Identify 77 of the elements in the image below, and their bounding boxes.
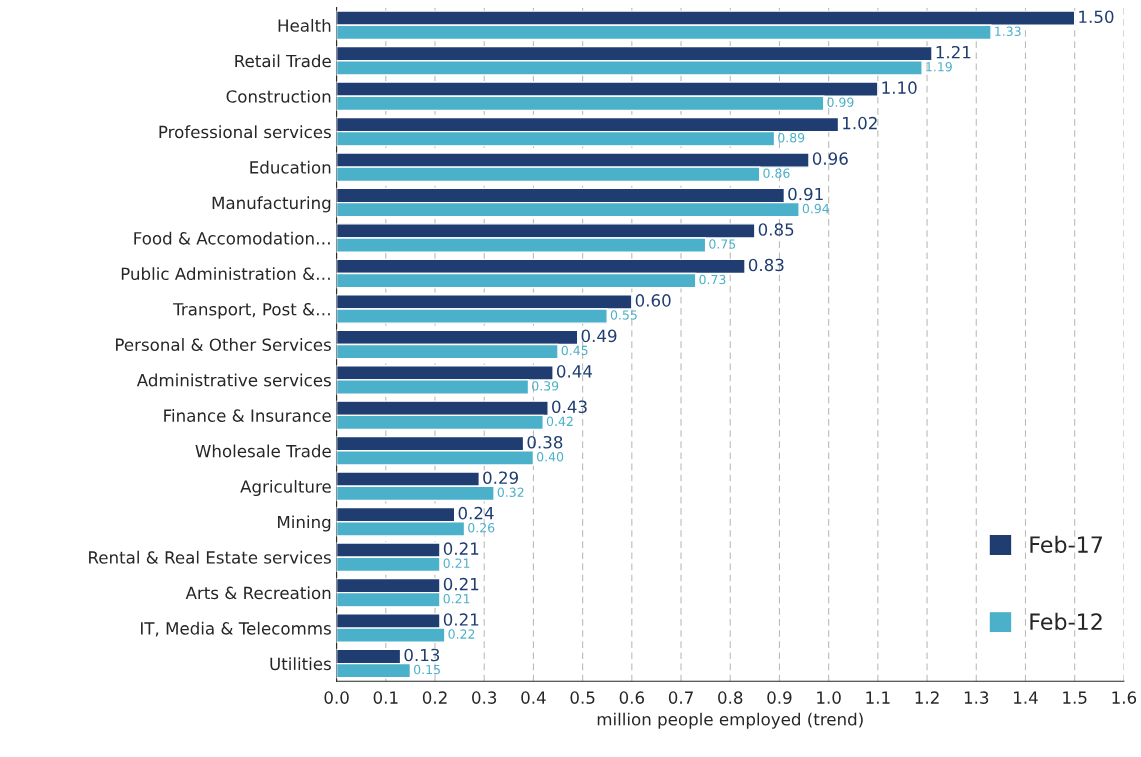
y-tick-label: Construction xyxy=(226,89,331,103)
x-tick-label: 1.3 xyxy=(964,691,989,704)
data-label: 0.94 xyxy=(802,203,830,214)
data-label: 0.83 xyxy=(748,258,784,272)
x-tick-label: 1.2 xyxy=(915,691,939,704)
data-label: 1.02 xyxy=(843,116,877,130)
data-label: 1.19 xyxy=(926,62,952,72)
data-label: 0.39 xyxy=(532,381,559,391)
data-label: 0.21 xyxy=(443,613,479,626)
x-tick-label: 0.2 xyxy=(422,691,447,704)
x-tick-label: 1.0 xyxy=(817,691,841,704)
data-label: 0.96 xyxy=(812,152,848,165)
data-label: 0.85 xyxy=(758,223,794,236)
x-tick-label: 0.7 xyxy=(668,691,693,704)
x-tick-label: 0.1 xyxy=(373,691,398,704)
data-label: 0.86 xyxy=(763,168,790,178)
data-label: 1.33 xyxy=(995,26,1021,37)
y-tick-label: Mining xyxy=(278,515,331,532)
x-tick-label: 1.4 xyxy=(1014,691,1038,704)
x-tick-label: 1.6 xyxy=(1112,691,1137,704)
data-label: 0.60 xyxy=(635,294,671,307)
data-label: 0.45 xyxy=(561,345,588,356)
y-tick-label: Agriculture xyxy=(240,479,331,497)
data-label: 0.22 xyxy=(448,629,475,639)
data-label: 0.55 xyxy=(610,310,637,320)
y-tick-label: Retail Trade xyxy=(235,54,331,68)
data-label: 0.43 xyxy=(552,400,587,414)
data-label: 0.13 xyxy=(404,648,440,662)
y-tick-label: Rental & Real Estate services xyxy=(89,550,331,564)
legend-label: Feb-12 xyxy=(1030,612,1102,631)
y-tick-label: Transport, Post &… xyxy=(173,302,330,319)
data-label: 0.21 xyxy=(443,577,479,591)
data-label: 0.15 xyxy=(414,664,440,675)
data-label: 1.50 xyxy=(1079,10,1114,24)
data-label: 0.21 xyxy=(443,558,470,568)
y-tick-label: Food & Accomodation… xyxy=(134,231,330,245)
data-label: 0.73 xyxy=(699,274,726,285)
x-tick-label: 0.5 xyxy=(570,691,595,704)
data-label: 0.89 xyxy=(778,132,805,143)
x-tick-label: 1.5 xyxy=(1063,691,1087,704)
data-label: 0.42 xyxy=(546,416,573,427)
data-label: 1.10 xyxy=(882,81,917,94)
y-tick-label: Personal & Other Services xyxy=(116,338,331,351)
data-label: 0.49 xyxy=(581,329,617,343)
data-label: 0.40 xyxy=(537,452,564,462)
data-label: 0.75 xyxy=(709,239,736,249)
y-tick-label: Finance & Insurance xyxy=(164,409,331,422)
x-tick-label: 0.6 xyxy=(619,691,645,704)
y-tick-label: Utilities xyxy=(270,657,331,671)
data-label: 0.24 xyxy=(458,506,494,520)
y-tick-label: Manufacturing xyxy=(212,196,331,213)
y-tick-label: IT, Media & Telecomms xyxy=(141,621,331,637)
y-tick-label: Professional services xyxy=(159,125,331,139)
legend-label: Feb-17 xyxy=(1030,535,1102,553)
y-tick-label: Education xyxy=(250,160,331,174)
x-tick-label: 0.4 xyxy=(521,691,546,704)
x-tick-label: 0.8 xyxy=(718,691,743,704)
data-label: 0.44 xyxy=(556,365,593,378)
data-label: 0.21 xyxy=(443,593,470,604)
y-tick-label: Health xyxy=(278,18,331,32)
data-label: 0.91 xyxy=(788,187,823,201)
data-label: 0.21 xyxy=(443,542,479,555)
y-tick-label: Administrative services xyxy=(136,373,331,387)
x-axis-title: million people employed (trend) xyxy=(597,712,863,729)
data-label: 0.26 xyxy=(468,523,495,533)
y-tick-label: Wholesale Trade xyxy=(195,444,331,458)
x-tick-label: 0.3 xyxy=(472,691,497,704)
data-label: 1.21 xyxy=(936,45,971,59)
y-tick-label: Public Administration &… xyxy=(121,267,330,281)
data-label: 0.29 xyxy=(483,471,519,485)
data-label: 0.99 xyxy=(827,97,854,107)
data-label: 0.38 xyxy=(527,435,563,449)
data-label: 0.32 xyxy=(497,487,524,497)
y-tick-label: Arts & Recreation xyxy=(185,586,331,600)
x-tick-label: 0.9 xyxy=(767,691,792,704)
x-tick-label: 0.0 xyxy=(324,691,349,704)
x-tick-label: 1.1 xyxy=(866,691,890,704)
